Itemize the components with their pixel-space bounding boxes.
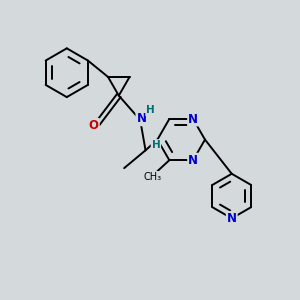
Text: N: N — [136, 112, 146, 125]
Text: N: N — [188, 112, 198, 125]
Text: N: N — [188, 154, 198, 167]
Text: H: H — [146, 106, 155, 116]
Text: CH₃: CH₃ — [143, 172, 161, 182]
Text: O: O — [89, 119, 99, 132]
Text: N: N — [227, 212, 237, 225]
Text: H: H — [152, 140, 160, 150]
